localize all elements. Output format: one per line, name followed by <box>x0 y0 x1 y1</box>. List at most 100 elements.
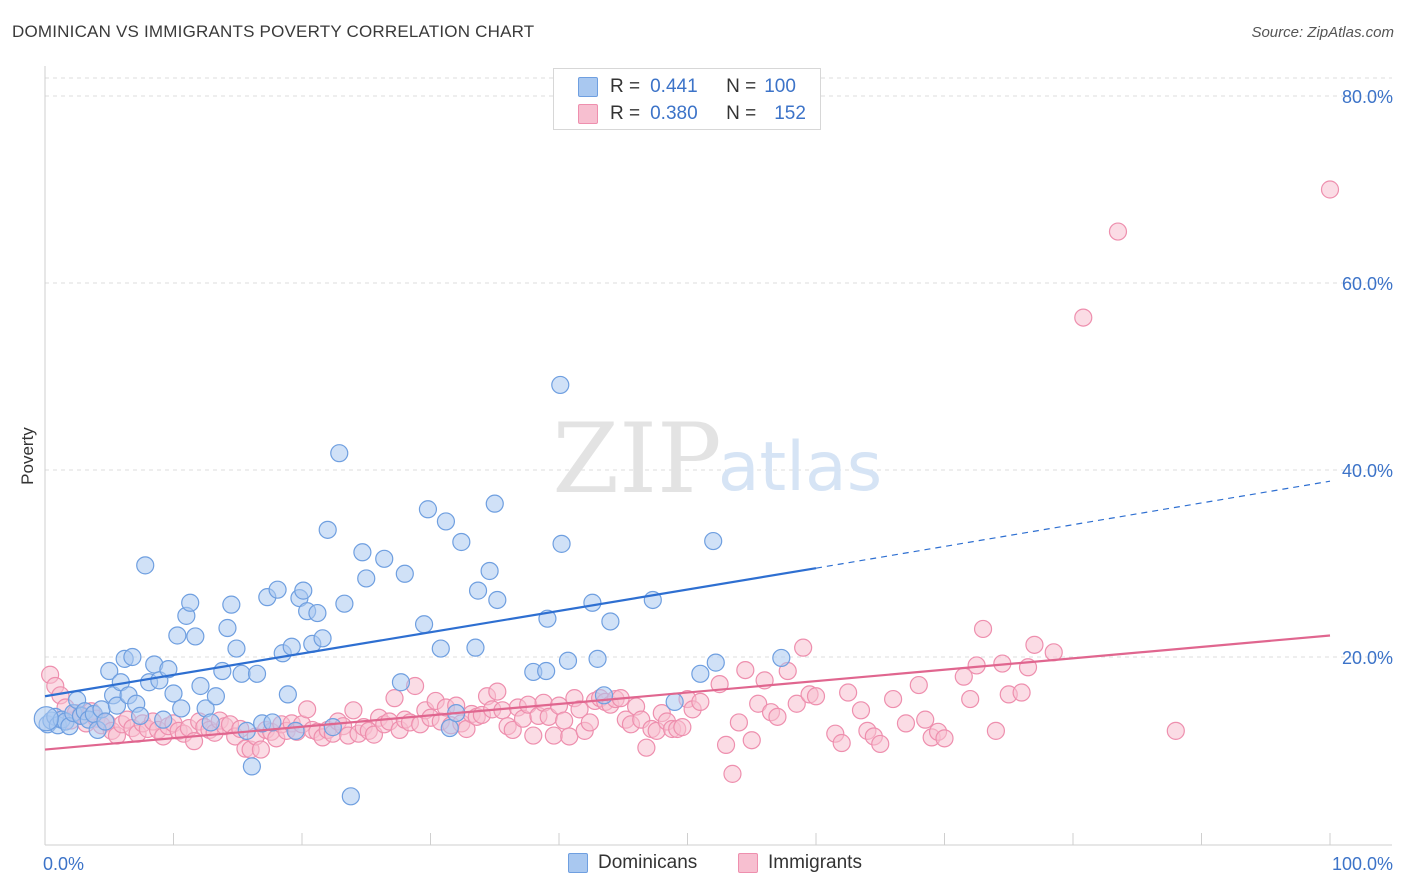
chart-title: DOMINICAN VS IMMIGRANTS POVERTY CORRELAT… <box>12 22 535 41</box>
dominicans-point <box>154 710 173 729</box>
source-label: Source: ZipAtlas.com <box>1251 24 1394 41</box>
immigrants-point <box>570 700 589 719</box>
immigrants-point <box>832 733 851 753</box>
dominicans-point <box>485 494 504 513</box>
dominicans-point <box>222 595 241 614</box>
dominicans-point <box>704 531 723 551</box>
dominicans-point <box>537 661 556 681</box>
dominicans-point <box>665 692 684 711</box>
immigrants-point <box>555 711 574 730</box>
dominicans-point <box>123 647 142 667</box>
dominicans-point <box>181 593 200 612</box>
watermark-atlas: atlas <box>718 428 882 507</box>
bottom-legend: Dominicans Immigrants <box>0 852 1406 878</box>
immigrants-point <box>673 718 692 737</box>
immigrants-point <box>560 727 579 746</box>
y-tick-label: 40.0% <box>1342 461 1393 481</box>
y-tick-labels: 20.0% 40.0% 60.0% 80.0% <box>1342 87 1393 668</box>
dominicans-point <box>583 593 602 612</box>
dominicans-point <box>227 639 246 658</box>
dominicans-point <box>294 581 313 600</box>
immigrants-point <box>385 689 404 708</box>
dominicans-point <box>551 375 570 395</box>
dominicans-point <box>242 757 261 776</box>
dominicans-point <box>201 713 220 732</box>
legend-r-label: R = <box>610 103 641 124</box>
dominicans-point <box>468 581 488 600</box>
y-tick-label: 60.0% <box>1342 274 1393 294</box>
immigrants-point <box>909 675 928 695</box>
series-dominicans <box>33 375 791 806</box>
immigrants-point <box>896 714 916 733</box>
bottom-legend-swatch-blue <box>568 853 588 873</box>
immigrants-point <box>729 713 749 732</box>
legend-n-value: 152 <box>774 103 806 124</box>
immigrants-point <box>1025 635 1044 654</box>
legend-n-value: 100 <box>764 76 796 97</box>
y-tick-label: 80.0% <box>1342 87 1393 107</box>
dominicans-point <box>588 649 607 668</box>
immigrants-point <box>723 764 742 783</box>
dominicans-point <box>480 561 499 581</box>
immigrants-point <box>344 701 363 720</box>
bottom-legend-dominicans: Dominicans <box>568 852 697 874</box>
immigrants-point <box>1012 683 1031 702</box>
dominicans-point <box>247 664 267 683</box>
immigrants-point <box>251 740 270 759</box>
immigrants-point <box>544 726 563 745</box>
dominicans-point <box>168 626 187 645</box>
dominicans-point <box>436 512 456 531</box>
immigrants-point <box>883 689 903 709</box>
dominicans-point <box>466 638 485 657</box>
dominicans-point <box>341 787 360 806</box>
immigrants-point <box>637 738 656 757</box>
legend-row-dominicans: R = 0.441 N = 100 <box>554 74 796 100</box>
legend-n-label: N = <box>726 76 757 97</box>
dominicans-point <box>286 721 305 740</box>
dominicans-point <box>330 444 349 463</box>
dominicans-point <box>186 627 205 646</box>
watermark: ZIP atlas <box>552 403 882 515</box>
dominicans-point <box>375 549 394 568</box>
watermark-zip: ZIP <box>552 403 721 515</box>
immigrants-point <box>787 694 806 713</box>
dominicans-point <box>558 651 578 670</box>
dominicans-point <box>357 569 376 588</box>
dominicans-point <box>172 699 191 718</box>
dominicans-point <box>552 534 571 553</box>
dominicans-trend-extension <box>815 480 1331 569</box>
x-tick-labels: 0.0% 100.0% <box>43 854 1393 874</box>
legend-row-immigrants: R = 0.380 N = 152 <box>554 101 806 127</box>
dominicans-point <box>218 618 237 638</box>
immigrants-point <box>1044 643 1063 662</box>
immigrants-point <box>935 729 954 748</box>
immigrants-point <box>298 700 317 719</box>
legend-swatch-blue <box>578 77 598 97</box>
immigrants-point <box>871 734 890 754</box>
dominicans-point <box>452 532 471 552</box>
dominicans-point <box>159 660 178 679</box>
immigrants-point <box>806 687 826 706</box>
immigrants-trend-line <box>44 634 1331 751</box>
dominicans-point <box>308 603 327 623</box>
bottom-legend-label: Dominicans <box>598 852 698 873</box>
bottom-legend-immigrants: Immigrants <box>738 852 862 874</box>
dominicans-point <box>268 580 287 599</box>
dominicans-point <box>313 629 332 648</box>
immigrants-point <box>851 701 871 720</box>
dominicans-point <box>431 639 450 658</box>
immigrants-point <box>1074 308 1093 327</box>
y-tick-label: 20.0% <box>1342 648 1393 668</box>
dominicans-point <box>353 543 372 562</box>
dominicans-point <box>33 706 59 732</box>
dominicans-point <box>206 687 226 706</box>
dominicans-point <box>601 612 620 631</box>
legend-r-value: 0.441 <box>650 76 698 97</box>
dominicans-point <box>164 684 183 703</box>
immigrants-point <box>1166 721 1185 740</box>
dominicans-point <box>282 637 301 656</box>
dominicans-point <box>278 685 297 704</box>
legend-r-label: R = <box>610 76 641 97</box>
dominicans-point <box>96 712 115 731</box>
